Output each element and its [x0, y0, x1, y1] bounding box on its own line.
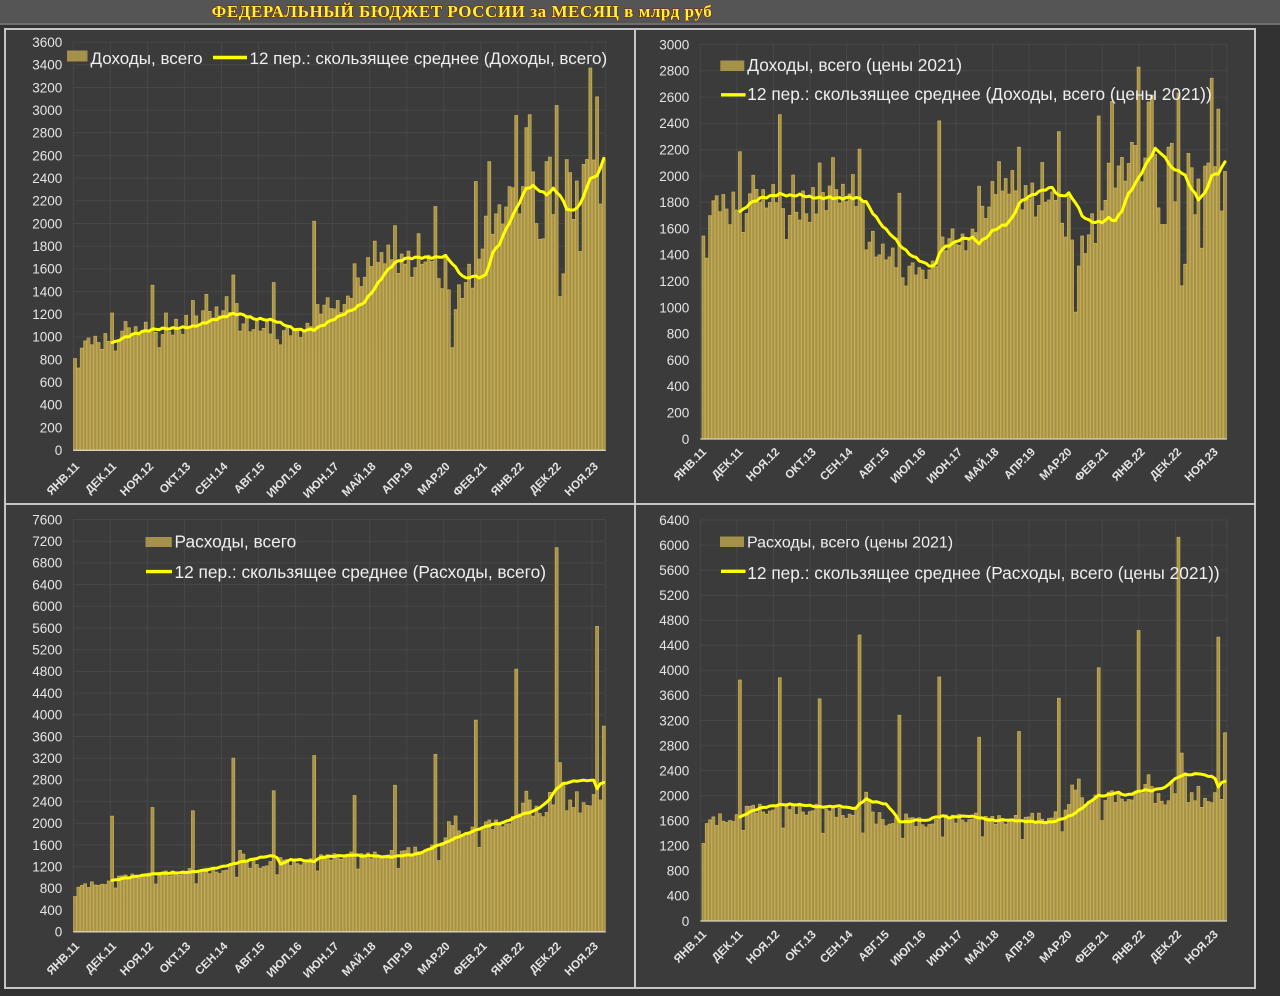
svg-text:Доходы, всего: Доходы, всего [91, 49, 203, 68]
svg-text:6000: 6000 [659, 538, 689, 553]
svg-text:1400: 1400 [32, 284, 62, 299]
svg-text:1000: 1000 [659, 300, 689, 315]
svg-text:800: 800 [667, 327, 690, 342]
svg-text:2400: 2400 [32, 171, 62, 186]
svg-text:5200: 5200 [32, 643, 62, 658]
svg-text:ФЕДЕРАЛЬНЫЙ БЮДЖЕТ РОССИИ за М: ФЕДЕРАЛЬНЫЙ БЮДЖЕТ РОССИИ за МЕСЯЦ в млр… [212, 2, 713, 21]
svg-text:2600: 2600 [659, 90, 689, 105]
svg-text:3600: 3600 [659, 688, 689, 703]
svg-text:200: 200 [40, 420, 63, 435]
svg-text:1200: 1200 [32, 307, 62, 322]
svg-text:4000: 4000 [32, 708, 62, 723]
svg-text:1200: 1200 [32, 860, 62, 875]
svg-text:Расходы, всего (цены 2021): Расходы, всего (цены 2021) [747, 535, 953, 552]
svg-text:600: 600 [40, 375, 63, 390]
svg-text:2800: 2800 [659, 64, 689, 79]
svg-text:0: 0 [55, 443, 63, 458]
svg-text:200: 200 [667, 406, 690, 421]
svg-text:1600: 1600 [32, 262, 62, 277]
svg-text:2000: 2000 [659, 789, 689, 804]
svg-text:2600: 2600 [32, 148, 62, 163]
svg-text:2800: 2800 [32, 773, 62, 788]
svg-text:2200: 2200 [659, 143, 689, 158]
svg-text:3200: 3200 [32, 751, 62, 766]
svg-text:2800: 2800 [32, 126, 62, 141]
svg-text:6800: 6800 [32, 556, 62, 571]
svg-text:0: 0 [55, 925, 63, 940]
svg-text:6000: 6000 [32, 599, 62, 614]
svg-text:2400: 2400 [659, 763, 689, 778]
svg-text:3600: 3600 [32, 35, 62, 50]
svg-text:Расходы, всего: Расходы, всего [175, 532, 297, 552]
svg-text:400: 400 [40, 398, 63, 413]
svg-text:4000: 4000 [659, 663, 689, 678]
svg-text:400: 400 [667, 379, 690, 394]
svg-text:1000: 1000 [32, 330, 62, 345]
svg-text:600: 600 [667, 353, 690, 368]
svg-text:6400: 6400 [32, 577, 62, 592]
svg-text:0: 0 [682, 432, 690, 447]
svg-text:7200: 7200 [32, 534, 62, 549]
svg-text:1600: 1600 [659, 221, 689, 236]
svg-text:5600: 5600 [32, 621, 62, 636]
svg-text:2400: 2400 [32, 794, 62, 809]
svg-text:7600: 7600 [32, 512, 62, 527]
svg-text:Доходы, всего (цены 2021): Доходы, всего (цены 2021) [747, 55, 962, 75]
svg-text:5600: 5600 [659, 563, 689, 578]
svg-text:800: 800 [40, 881, 63, 896]
svg-text:2200: 2200 [32, 194, 62, 209]
svg-text:3200: 3200 [32, 80, 62, 95]
svg-text:3000: 3000 [659, 37, 689, 52]
svg-text:6400: 6400 [659, 513, 689, 528]
svg-text:12 пер.: скользящее среднее (Д: 12 пер.: скользящее среднее (Доходы, все… [250, 49, 608, 68]
svg-text:0: 0 [682, 914, 690, 929]
svg-text:4800: 4800 [32, 664, 62, 679]
svg-text:5200: 5200 [659, 588, 689, 603]
svg-text:4400: 4400 [659, 638, 689, 653]
svg-text:4800: 4800 [659, 613, 689, 628]
svg-text:12 пер.: скользящее среднее (Д: 12 пер.: скользящее среднее (Доходы, все… [747, 84, 1211, 104]
svg-text:2800: 2800 [659, 738, 689, 753]
svg-text:2000: 2000 [32, 816, 62, 831]
svg-text:3600: 3600 [32, 729, 62, 744]
svg-text:12 пер.: скользящее среднее (Р: 12 пер.: скользящее среднее (Расходы, вс… [175, 562, 546, 582]
svg-text:1600: 1600 [32, 838, 62, 853]
svg-text:4400: 4400 [32, 686, 62, 701]
svg-text:2400: 2400 [659, 116, 689, 131]
svg-text:3000: 3000 [32, 103, 62, 118]
svg-text:800: 800 [667, 864, 690, 879]
svg-text:800: 800 [40, 352, 63, 367]
svg-text:1600: 1600 [659, 814, 689, 829]
svg-text:3400: 3400 [32, 58, 62, 73]
svg-text:400: 400 [40, 903, 63, 918]
svg-text:400: 400 [667, 889, 690, 904]
svg-text:3200: 3200 [659, 713, 689, 728]
svg-text:2000: 2000 [32, 216, 62, 231]
svg-text:1800: 1800 [659, 195, 689, 210]
svg-text:12 пер.: скользящее среднее (Р: 12 пер.: скользящее среднее (Расходы, вс… [747, 563, 1219, 583]
svg-text:1200: 1200 [659, 274, 689, 289]
svg-text:1800: 1800 [32, 239, 62, 254]
svg-text:1400: 1400 [659, 248, 689, 263]
svg-text:1200: 1200 [659, 839, 689, 854]
svg-text:2000: 2000 [659, 169, 689, 184]
